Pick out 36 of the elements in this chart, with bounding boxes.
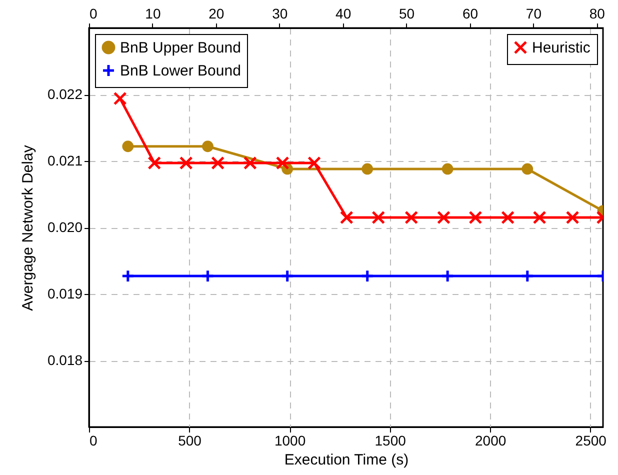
y-tick-label: 0.021	[47, 152, 83, 168]
point	[122, 140, 134, 152]
x2-tick-label: 10	[145, 6, 161, 22]
y-axis-title: Avergage Network Delay	[19, 144, 36, 311]
legend-label: BnB Upper Bound	[120, 40, 241, 56]
x-tick-label: 2500	[575, 432, 607, 448]
point	[202, 140, 214, 152]
point	[442, 163, 454, 175]
y-tick-label: 0.018	[47, 352, 83, 368]
x2-tick-label: 50	[398, 6, 415, 22]
point	[121, 269, 135, 283]
x2-tick-label: 40	[336, 6, 352, 22]
x2-tick-label: 30	[272, 6, 288, 22]
x2-tick-label: 20	[208, 6, 224, 22]
point	[522, 163, 534, 175]
point	[200, 269, 214, 283]
x-tick-label: 0	[90, 432, 98, 448]
point	[362, 163, 374, 175]
y-tick-label: 0.020	[47, 219, 83, 235]
legend-label: BnB Lower Bound	[120, 62, 241, 80]
point	[440, 269, 454, 283]
x-tick-label: 1500	[374, 432, 406, 448]
x2-tick-label: 60	[462, 6, 478, 22]
x2-tick-label: 80	[589, 6, 606, 22]
x-axis-title: Execution Time (s)	[284, 452, 409, 468]
x2-tick-label: 0	[90, 6, 98, 22]
x2-tick-label: 70	[526, 6, 542, 22]
point	[360, 269, 374, 283]
legend-label: Heuristic	[532, 40, 591, 56]
point	[520, 269, 534, 283]
y-tick-label: 0.022	[47, 86, 83, 102]
point	[280, 269, 294, 283]
y-tick-label: 0.019	[47, 286, 83, 302]
x-tick-label: 2000	[475, 432, 506, 448]
x-tick-label: 500	[178, 432, 202, 448]
x-tick-label: 1000	[274, 432, 306, 448]
